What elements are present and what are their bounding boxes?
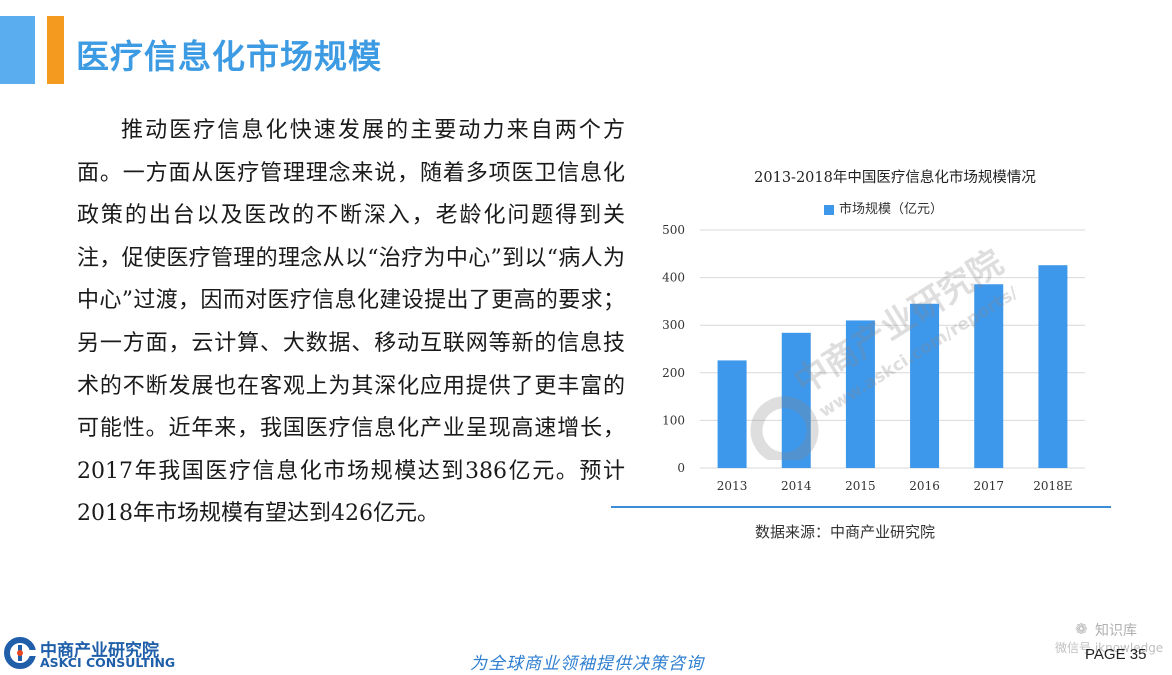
bar — [974, 284, 1004, 468]
x-tick-label: 2017 — [973, 479, 1004, 493]
title-accent-blue — [0, 16, 35, 84]
legend-swatch — [824, 204, 834, 215]
title-accent-orange — [47, 16, 64, 84]
wechat-icon: ❁ — [1075, 620, 1088, 638]
y-tick-label: 0 — [677, 461, 685, 475]
logo-en-text: ASKCI CONSULTING — [40, 655, 176, 670]
page-title: 医疗信息化市场规模 — [76, 37, 382, 76]
knowledge-badge: 知识库 — [1095, 623, 1137, 639]
bar — [781, 332, 811, 468]
chart-legend: 市场规模（亿元） — [824, 198, 943, 217]
footer-slogan: 为全球商业领袖提供决策咨询 — [470, 654, 704, 674]
legend-label: 市场规模（亿元） — [839, 202, 944, 217]
y-tick-label: 100 — [662, 413, 685, 427]
x-tick-label: 2014 — [781, 479, 812, 493]
bar — [910, 303, 940, 468]
bar — [717, 360, 747, 468]
x-tick-label: 2018E — [1033, 479, 1072, 493]
page-number: PAGE 35 — [1085, 646, 1147, 663]
x-tick-label: 2013 — [717, 479, 748, 493]
body-paragraph: 推动医疗信息化快速发展的主要动力来自两个方面。一方面从医疗管理理念来说，随着多项… — [77, 118, 625, 527]
wechat-id: 微信号 iknowledge — [1055, 641, 1164, 655]
logo-mark-icon — [4, 637, 37, 669]
x-tick-label: 2015 — [845, 479, 876, 493]
y-tick-label: 400 — [662, 271, 685, 285]
x-tick-label: 2016 — [909, 479, 940, 493]
chart-title: 2013-2018年中国医疗信息化市场规模情况 — [754, 170, 1036, 186]
y-tick-label: 500 — [662, 223, 685, 237]
bar — [1038, 265, 1068, 468]
logo-cn-text: 中商产业研究院 — [40, 641, 159, 661]
source-divider — [611, 506, 1111, 508]
bar-chart: 0 100 200 300 400 500 2013 2014 2015 2016 2017 2018… — [662, 223, 1085, 493]
y-tick-label: 300 — [662, 318, 685, 332]
source-note: 数据来源：中商产业研究院 — [755, 523, 936, 541]
bar — [845, 320, 875, 468]
y-tick-label: 200 — [662, 366, 685, 380]
